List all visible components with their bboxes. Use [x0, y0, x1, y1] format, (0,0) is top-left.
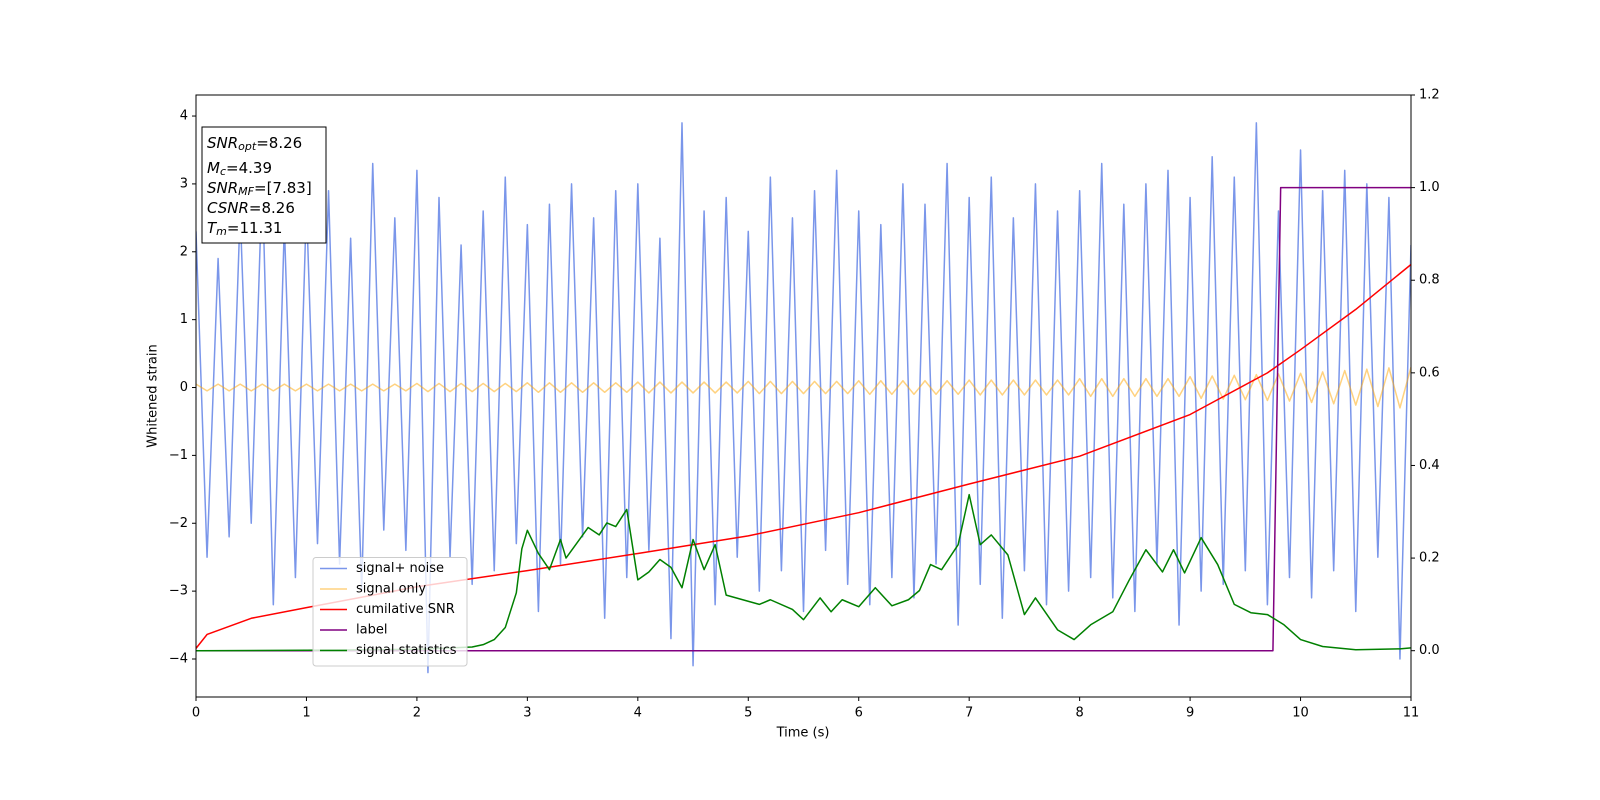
series-line	[196, 122, 1411, 674]
annotation-symbol: CSNR	[207, 199, 249, 217]
annotation-symbol: SNR	[207, 179, 238, 197]
legend-label: signal statistics	[356, 643, 457, 658]
annotation-line: Mc=4.39	[207, 159, 272, 179]
ticks: 0 1 2 3 4 5 6 7 8 9 10 11 −4 −3 −2 −1 0 1 2 3 4 0.0 0.2 0.4 0.6 0…	[169, 88, 1440, 721]
y2-tick-label: 0.4	[1419, 458, 1440, 473]
annotation-subscript: m	[216, 225, 227, 238]
x-tick-label: 11	[1403, 706, 1420, 721]
x-tick-label: 7	[965, 706, 973, 721]
annotation-text: =[7.83]	[254, 179, 312, 197]
y2-tick-label: 1.0	[1419, 180, 1440, 195]
y-tick-label: 3	[180, 176, 188, 191]
annotation-text: =8.26	[249, 199, 295, 217]
x-tick-label: 10	[1292, 706, 1309, 721]
series-line	[196, 366, 1411, 409]
annotation-box	[201, 126, 327, 244]
y-tick-label: 2	[180, 244, 188, 259]
y2-tick-label: 0.0	[1419, 643, 1440, 658]
y-tick-label: −1	[169, 448, 188, 463]
annotation-symbol: T	[207, 219, 218, 237]
y2-tick-label: 0.6	[1419, 365, 1440, 380]
annotation-symbol: SNR	[207, 134, 238, 152]
x-tick-label: 0	[192, 706, 200, 721]
x-tick-label: 9	[1186, 706, 1194, 721]
x-tick-label: 8	[1075, 706, 1083, 721]
x-tick-label: 6	[855, 706, 863, 721]
legend-box	[312, 557, 468, 667]
legend-label: cumilative SNR	[356, 602, 455, 617]
annotation-text: =4.39	[226, 159, 272, 177]
series-line	[196, 263, 1411, 649]
y2-tick-label: 0.2	[1419, 551, 1440, 566]
annotation-text: =8.26	[256, 134, 302, 152]
annotation-text: =11.31	[227, 219, 283, 237]
legend-label: signal only	[356, 582, 426, 597]
x-tick-label: 3	[523, 706, 531, 721]
annotation-subscript: c	[220, 165, 226, 178]
legend: signal+ noise signal only cumilative SNR la…	[312, 557, 468, 667]
annotation-subscript: MF	[238, 185, 254, 198]
y2-tick-label: 0.8	[1419, 273, 1440, 288]
y-tick-label: −3	[169, 584, 188, 599]
plot-area	[196, 122, 1411, 674]
series-line	[196, 186, 1411, 652]
axes-frame	[195, 94, 1412, 698]
y2-tick-label: 1.2	[1419, 88, 1440, 103]
annotation-line: CSNR=8.26	[207, 199, 295, 217]
legend-label: signal+ noise	[356, 561, 444, 576]
annotation-line: Tm=11.31	[207, 219, 282, 239]
y-tick-label: −2	[169, 516, 188, 531]
annotation-line: SNRMF=[7.83]	[207, 179, 312, 199]
x-tick-label: 4	[634, 706, 642, 721]
y-tick-label: 1	[180, 312, 188, 327]
y-tick-label: 4	[180, 109, 188, 124]
annotation-line: SNRopt=8.26	[207, 134, 302, 154]
y-axis-label: Whitened strain	[146, 344, 161, 447]
x-tick-label: 2	[413, 706, 421, 721]
series-line	[196, 493, 1411, 652]
annotation-subscript: opt	[238, 140, 257, 153]
annotation: SNRopt=8.26Mc=4.39SNRMF=[7.83]CSNR=8.26T…	[201, 126, 327, 244]
x-axis-label: Time (s)	[776, 726, 830, 741]
x-tick-label: 5	[744, 706, 752, 721]
x-tick-label: 1	[302, 706, 310, 721]
annotation-symbol: M	[207, 159, 220, 177]
legend-label: label	[356, 623, 387, 638]
y-tick-label: 0	[180, 380, 188, 395]
y-tick-label: −4	[169, 651, 188, 666]
